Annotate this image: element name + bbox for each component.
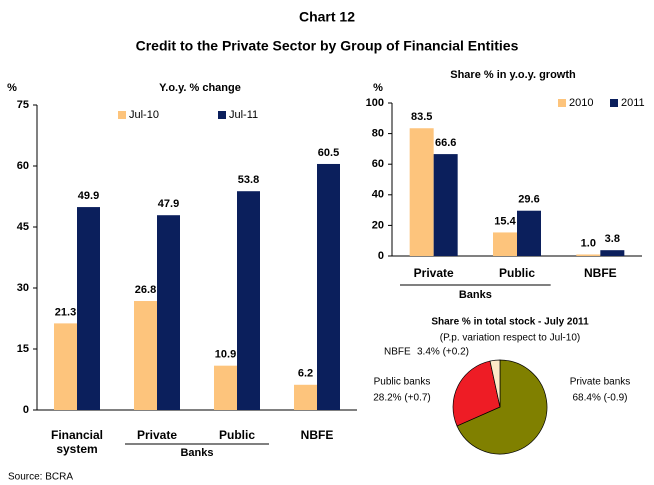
legend-label: 2011 [621,97,645,109]
data-label: 3.8 [605,233,620,245]
y-tick-label: 60 [372,158,384,170]
legend-swatch [118,111,126,119]
pie-slice [456,359,548,455]
data-label: 29.6 [518,194,539,206]
data-label: 66.6 [435,137,456,149]
x-tick-label: NBFE [583,266,617,280]
data-label: 15.4 [494,215,516,227]
y-tick-label: 0 [378,250,384,262]
y-tick-label: 40 [372,189,384,201]
y-tick-label: 100 [366,97,384,109]
data-label: 6.2 [298,368,313,380]
legend-label: Jul-11 [229,109,258,121]
bar [54,323,77,410]
page-title: Chart 12 [299,9,355,25]
chart-subtitle: (P.p. variation respect to Jul-10) [440,333,580,344]
bar [433,154,458,256]
slice-label: Private banks [570,377,631,388]
bar [576,254,601,256]
chart-title: Share % in total stock - July 2011 [431,317,589,328]
x-tick-label: Private [136,428,178,442]
slice-label: Public banks [374,377,431,388]
bar [157,215,180,410]
x-tick-label-box: Public [218,428,255,442]
y-tick-label: 0 [23,404,29,416]
bar [409,128,434,256]
x-tick-label-box: NBFE [300,428,334,442]
x-tick-label-box: Private [413,266,454,280]
y-tick-label: 20 [372,219,384,231]
bar [317,163,340,410]
slice-value-label: 68.4% (-0.9) [572,393,627,404]
legend-swatch [218,111,226,119]
data-label: 60.5 [318,147,339,159]
x-tick-label: Public [498,266,535,280]
x-tick-label: Private [413,266,454,280]
pie-slice [489,359,501,408]
data-label: 26.8 [135,284,156,296]
pie-slice [452,360,501,427]
data-label: 83.5 [411,111,432,123]
chart-title: Y.o.y. % change [159,82,241,94]
legend-swatch [610,99,618,107]
y-axis-label: % [373,82,383,94]
chart-title: Share % in y.o.y. growth [450,69,576,81]
group-label: Banks [459,289,492,301]
y-tick-label: 30 [17,282,29,294]
page-subtitle: Credit to the Private Sector by Group of… [136,38,519,54]
y-axis-label: % [7,82,17,94]
slice-label: NBFE [384,347,411,358]
x-tick-label: NBFE [300,428,334,442]
data-label: 47.9 [158,198,179,210]
bar [237,191,260,410]
y-tick-label: 45 [17,221,29,233]
x-tick-label-box: Public [498,266,535,280]
legend-label: Jul-10 [129,109,159,121]
bar [134,301,157,410]
bar [77,207,100,410]
slice-value-label: 28.2% (+0.7) [373,393,431,404]
y-tick-label: 80 [372,128,384,140]
y-tick-label: 75 [17,99,29,111]
y-tick-label: 60 [17,160,29,172]
x-tick-label-box: Financial system [50,428,103,456]
x-tick-label-box: NBFE [583,266,617,280]
bar [214,365,237,410]
bar [294,384,317,410]
x-tick-label: Public [218,428,255,442]
x-tick-label: Financial system [50,428,103,456]
data-label: 49.9 [78,190,99,202]
bar [493,232,517,256]
bar [517,210,541,256]
data-label: 1.0 [581,237,596,249]
group-label: Banks [180,447,213,459]
data-label: 53.8 [238,174,259,186]
slice-value-label: 3.4% (+0.2) [417,347,469,358]
legend-label: 2010 [569,97,593,109]
legend-swatch [558,99,566,107]
source: Source: BCRA [8,472,73,483]
bar [600,250,625,256]
y-tick-label: 15 [17,343,29,355]
data-label: 21.3 [55,306,76,318]
data-label: 10.9 [215,349,236,361]
x-tick-label-box: Private [136,428,178,442]
